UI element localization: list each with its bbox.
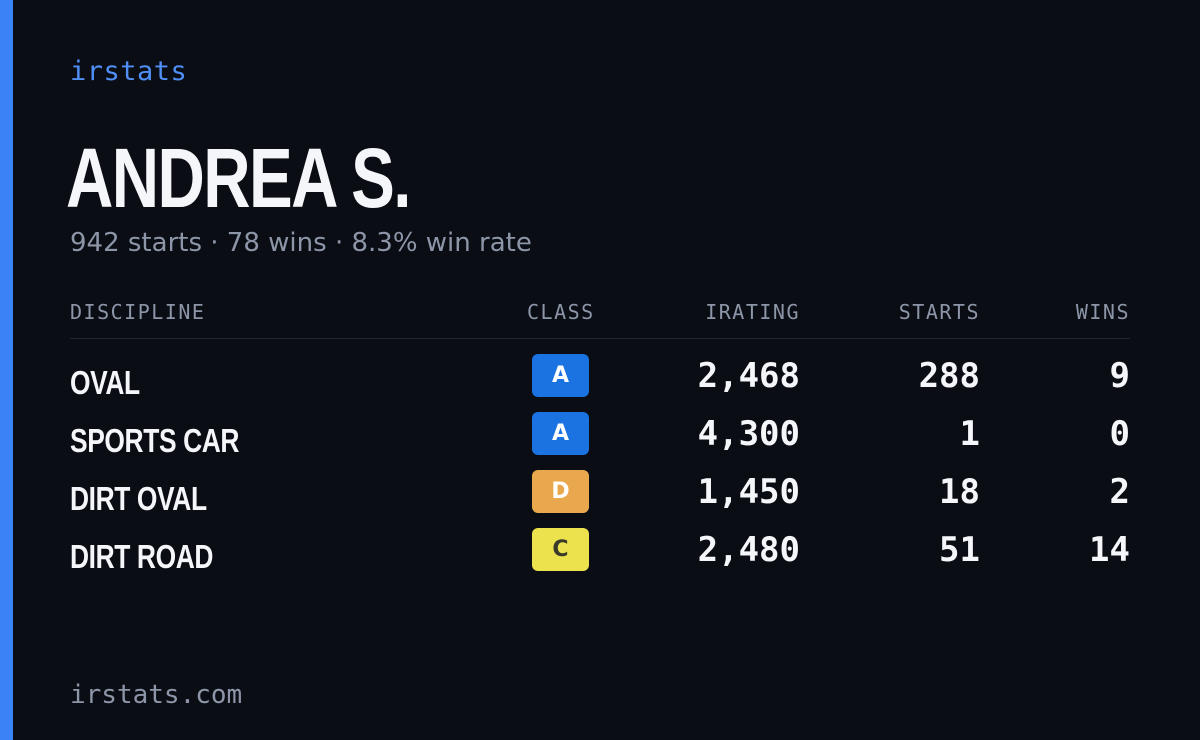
- irating-value: 2,480: [697, 530, 800, 570]
- discipline-name: OVAL: [70, 364, 140, 401]
- discipline-name: DIRT OVAL: [70, 480, 207, 517]
- table-row: OVAL A 2,468 288 9: [70, 350, 1130, 408]
- discipline-name: DIRT ROAD: [70, 538, 214, 575]
- footer-url[interactable]: irstats.com: [70, 680, 243, 710]
- summary-wins: 78 wins: [226, 228, 327, 258]
- player-summary: 942 starts · 78 wins · 8.3% win rate: [70, 228, 532, 258]
- starts-value: 18: [939, 472, 980, 512]
- table-row: DIRT ROAD C 2,480 51 14: [70, 524, 1130, 582]
- irating-value: 1,450: [697, 472, 800, 512]
- summary-separator: ·: [210, 228, 219, 258]
- table-row: DIRT OVAL D 1,450 18 2: [70, 466, 1130, 524]
- starts-value: 1: [959, 414, 980, 454]
- header-irating: IRATING: [705, 300, 800, 324]
- wins-value: 0: [1109, 414, 1130, 454]
- wins-value: 9: [1109, 356, 1130, 396]
- class-badge: A: [532, 412, 589, 455]
- wins-value: 2: [1109, 472, 1130, 512]
- brand-logo[interactable]: irstats: [70, 56, 188, 87]
- irating-value: 4,300: [697, 414, 800, 454]
- accent-bar: [0, 0, 13, 740]
- summary-win-rate: 8.3% win rate: [351, 228, 532, 258]
- wins-value: 14: [1089, 530, 1130, 570]
- discipline-name: SPORTS CAR: [70, 422, 240, 459]
- table-header: DISCIPLINE CLASS IRATING STARTS WINS: [70, 300, 1130, 339]
- table-row: SPORTS CAR A 4,300 1 0: [70, 408, 1130, 466]
- starts-value: 288: [918, 356, 980, 396]
- class-badge: C: [532, 528, 589, 571]
- header-discipline: DISCIPLINE: [70, 300, 206, 324]
- header-class: CLASS: [527, 300, 595, 324]
- discipline-table: OVAL A 2,468 288 9 SPORTS CAR A 4,300 1 0 DIRT OVA…: [70, 350, 1130, 582]
- header-wins: WINS: [1075, 300, 1130, 324]
- player-name: ANDREA S.: [66, 131, 411, 225]
- class-badge: A: [532, 354, 589, 397]
- starts-value: 51: [939, 530, 980, 570]
- irating-value: 2,468: [697, 356, 800, 396]
- header-starts: STARTS: [898, 300, 980, 324]
- summary-starts: 942 starts: [70, 228, 202, 258]
- summary-separator: ·: [334, 228, 344, 258]
- class-badge: D: [532, 470, 589, 513]
